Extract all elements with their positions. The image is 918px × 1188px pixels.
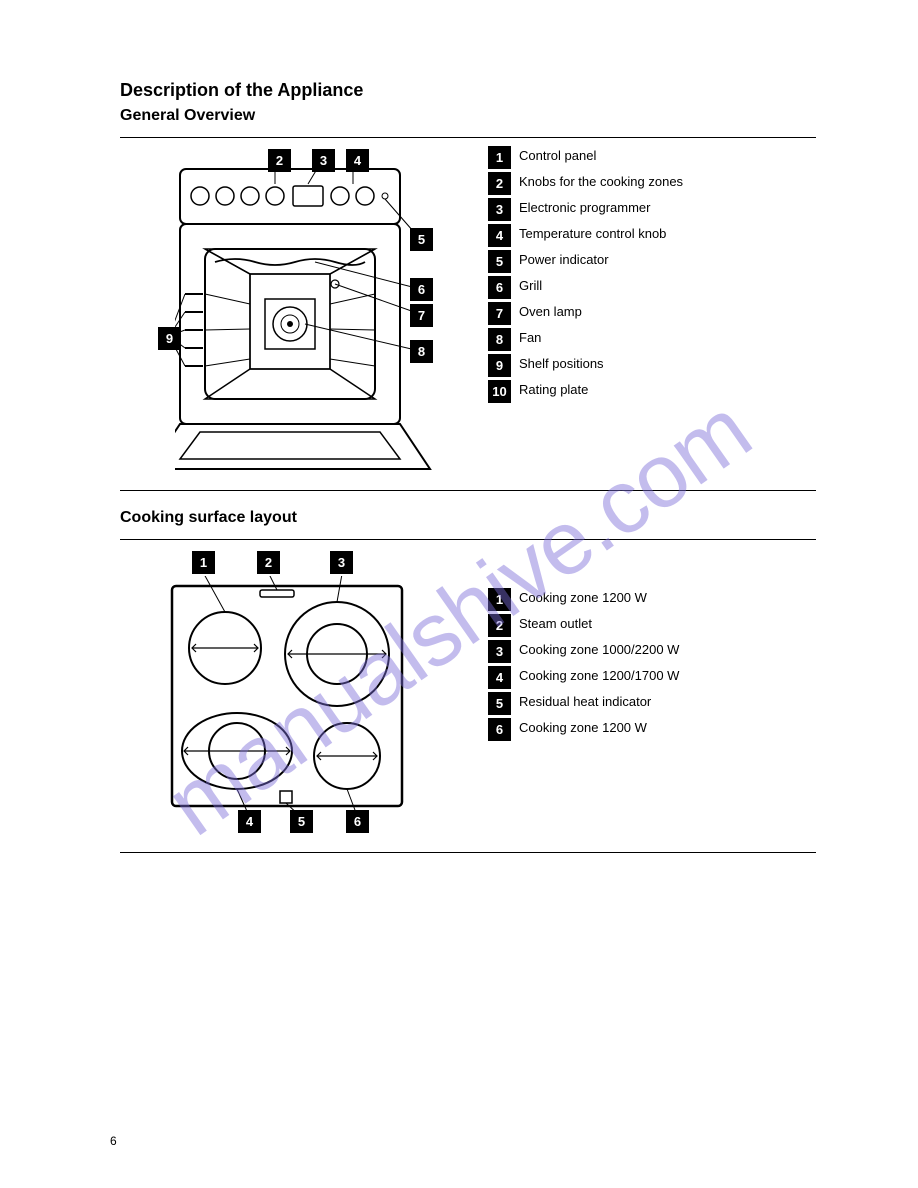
callout: 2: [268, 149, 291, 172]
oven-diagram: 2 3 4 5 6 7 8 9: [120, 146, 460, 486]
legend-text: Cooking zone 1200/1700 W: [519, 666, 679, 683]
legend-text: Cooking zone 1000/2200 W: [519, 640, 679, 657]
legend-num: 1: [488, 146, 511, 169]
legend-text: Knobs for the cooking zones: [519, 172, 683, 189]
callout: 6: [346, 810, 369, 833]
callout: 4: [238, 810, 261, 833]
legend-num: 10: [488, 380, 511, 403]
legend-text: Temperature control knob: [519, 224, 666, 241]
legend-num: 6: [488, 718, 511, 741]
legend-text: Fan: [519, 328, 541, 345]
callout: 5: [290, 810, 313, 833]
legend-text: Oven lamp: [519, 302, 582, 319]
legend-num: 2: [488, 614, 511, 637]
legend-text: Control panel: [519, 146, 596, 163]
legend-text: Grill: [519, 276, 542, 293]
legend-num: 7: [488, 302, 511, 325]
legend-num: 9: [488, 354, 511, 377]
legend-num: 4: [488, 224, 511, 247]
legend-text: Cooking zone 1200 W: [519, 588, 647, 605]
legend-text: Shelf positions: [519, 354, 604, 371]
callout: 8: [410, 340, 433, 363]
divider: [120, 852, 816, 853]
divider: [120, 539, 816, 540]
legend-text: Steam outlet: [519, 614, 592, 631]
legend-oven: 1 Control panel 2 Knobs for the cooking zo…: [488, 146, 818, 406]
section-title-2: Cooking surface layout: [120, 509, 818, 527]
legend-text: Cooking zone 1200 W: [519, 718, 647, 735]
legend-text: Residual heat indicator: [519, 692, 651, 709]
legend-num: 3: [488, 198, 511, 221]
figure-row-cooktop: 1 2 3 4 5 6: [120, 548, 818, 848]
callout: 9: [158, 327, 181, 350]
callout: 5: [410, 228, 433, 251]
legend-num: 4: [488, 666, 511, 689]
legend-num: 5: [488, 692, 511, 715]
legend-num: 1: [488, 588, 511, 611]
callout: 3: [330, 551, 353, 574]
legend-num: 6: [488, 276, 511, 299]
callout: 6: [410, 278, 433, 301]
legend-num: 8: [488, 328, 511, 351]
legend-num: 5: [488, 250, 511, 273]
figure-row-oven: 2 3 4 5 6 7 8 9: [120, 146, 818, 486]
legend-text: Electronic programmer: [519, 198, 651, 215]
cooktop-diagram: 1 2 3 4 5 6: [120, 548, 460, 848]
legend-num: 3: [488, 640, 511, 663]
legend-cooktop: 1 Cooking zone 1200 W 2 Steam outlet 3 Cook…: [488, 588, 818, 744]
callout: 2: [257, 551, 280, 574]
callout: 4: [346, 149, 369, 172]
callout: 3: [312, 149, 335, 172]
divider: [120, 137, 816, 138]
callout: 7: [410, 304, 433, 327]
legend-num: 2: [488, 172, 511, 195]
legend-text: Power indicator: [519, 250, 609, 267]
legend-text: Rating plate: [519, 380, 588, 397]
section-subtitle-1: General Overview: [120, 107, 818, 125]
section-title-1: Description of the Appliance: [120, 80, 818, 101]
page-number: 6: [110, 1134, 117, 1148]
callout: 1: [192, 551, 215, 574]
